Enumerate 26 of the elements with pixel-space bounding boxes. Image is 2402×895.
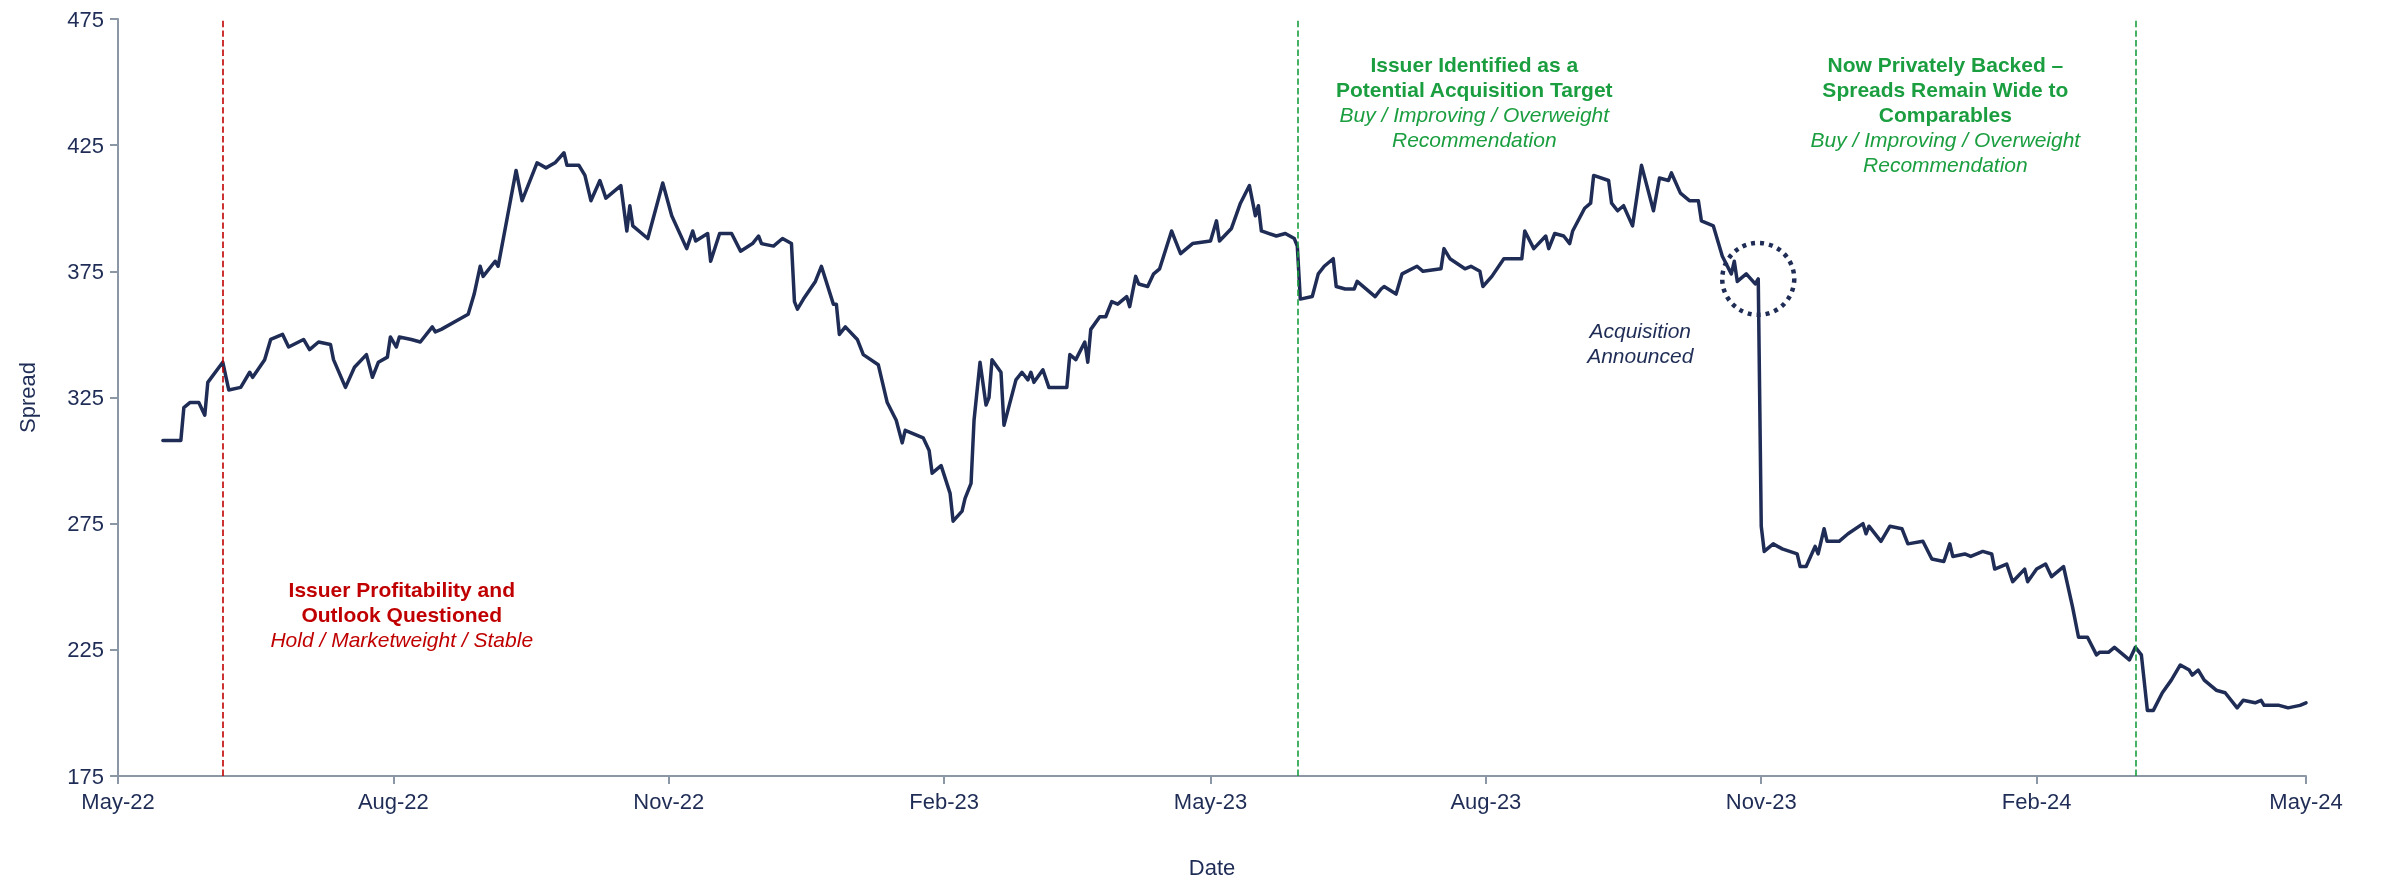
x-tick-label: Feb-24: [2001, 788, 2072, 814]
line-series: [161, 150, 2308, 713]
annotation: Buy / Improving / Overweight Recommendation: [1339, 103, 1611, 151]
x-tick-label: Aug-22: [357, 788, 429, 814]
x-tick-label: May-24: [2269, 788, 2343, 814]
y-tick-label: 175: [67, 763, 104, 789]
x-axis-title: Date: [1188, 854, 1236, 880]
y-tick-label: 275: [67, 511, 104, 537]
ref-line-label: Issuer Identified as a Potential Acquisition Target: [1336, 53, 1613, 101]
x-tick-label: May-22: [81, 788, 155, 814]
annotation: Buy / Improving / Overweight Recommendation: [1810, 128, 2082, 176]
ref-line-label: Issuer Profitability and Outlook Questioned: [288, 578, 515, 626]
annotation: Hold / Marketweight / Stable: [270, 628, 534, 651]
y-tick-label: 325: [67, 385, 104, 410]
y-axis-title: Spread: [14, 362, 40, 433]
x-tick-label: Feb-23: [909, 788, 979, 814]
x-tick-label: Nov-22: [633, 788, 705, 814]
y-tick-label: 375: [67, 258, 104, 284]
y-tick-label: 225: [67, 637, 104, 663]
x-tick-label: Aug-23: [1450, 788, 1522, 814]
annotation: Acquisition Announced: [1585, 319, 1695, 368]
x-tick-label: Nov-23: [1725, 788, 1797, 814]
y-tick-label: 425: [67, 132, 104, 158]
y-tick-label: 475: [67, 6, 104, 32]
x-tick-label: May-23: [1173, 788, 1248, 814]
ref-line-label: Now Privately Backed – Spreads Remain Wide to Comparables: [1822, 53, 2069, 126]
